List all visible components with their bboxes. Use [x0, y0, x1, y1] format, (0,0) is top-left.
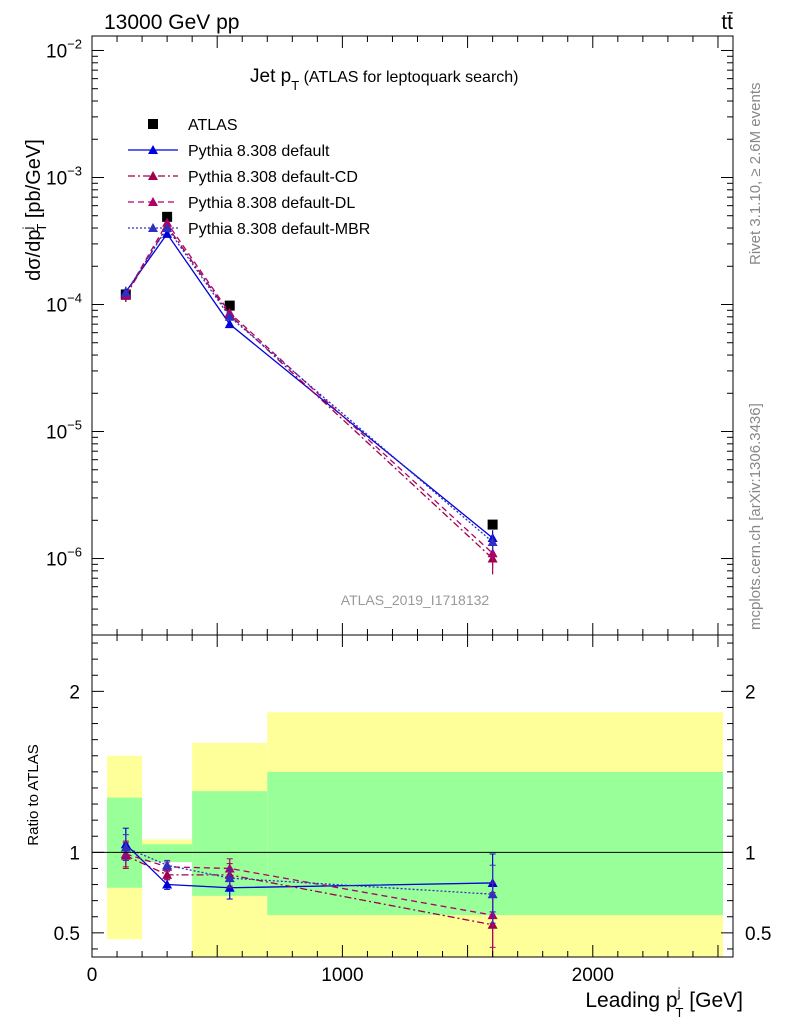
data-point-4	[224, 311, 235, 321]
data-point-0	[162, 211, 173, 222]
ratio-ytick-label-right: 2	[745, 682, 756, 703]
legend-marker-3	[148, 197, 158, 206]
data-point-3	[487, 548, 498, 558]
ratio-point-3	[487, 889, 498, 899]
ratio-point-0	[162, 879, 173, 889]
xtick-label: 1000	[321, 965, 363, 986]
ratio-point-3	[120, 842, 131, 852]
axis-ticks: 10−6 10−5 10−4 10−3 10−2 0 1000 2000 0.5 0.5 1 1 2 2	[46, 36, 771, 986]
data-point-0	[487, 519, 498, 530]
green-band-1	[142, 844, 193, 863]
rivet-label: Rivet 3.1.10, ≥ 2.6M events	[747, 83, 764, 266]
xlabel: Leading pj T [GeV]	[585, 985, 743, 1020]
main-series-group	[120, 211, 498, 575]
main-ytick-label: 10−5	[46, 418, 82, 444]
xtick-label: 0	[87, 965, 98, 986]
ratio-ytick-label: 1	[69, 843, 80, 864]
series-line-3	[125, 221, 494, 554]
series-line-1	[125, 232, 494, 539]
main-ytick-label: 10−2	[46, 36, 82, 62]
data-point-4	[162, 223, 173, 233]
main-ytick-label: 10−4	[46, 291, 82, 317]
main-ytick-label: 10−3	[46, 163, 82, 189]
legend-marker-4	[148, 223, 158, 232]
legend-label-3: Pythia 8.308 default-DL	[188, 195, 355, 212]
main-ytick-label: 10−6	[46, 545, 82, 571]
data-point-0	[224, 300, 235, 311]
ratio-line-2	[125, 853, 493, 916]
ratio-ytick-label-right: 1	[745, 843, 756, 864]
green-band-3	[267, 771, 723, 916]
legend-marker-1	[148, 145, 158, 154]
legend-marker-2	[148, 171, 158, 180]
process-label: tt̄	[721, 11, 733, 34]
ratio-ytick-label: 2	[69, 682, 80, 703]
ratio-bands	[107, 712, 723, 957]
data-point-4	[120, 287, 131, 297]
data-point-3	[162, 217, 173, 227]
data-point-1	[162, 228, 173, 238]
legend-label-0: ATLAS	[188, 117, 238, 134]
data-point-1	[224, 319, 235, 329]
ratio-ytick-label-right: 0.5	[745, 924, 771, 945]
series-line-2	[125, 224, 494, 560]
xtick-label: 2000	[572, 965, 614, 986]
main-title: Jet pT (ATLAS for leptoquark search)	[250, 66, 519, 93]
legend: ATLAS Pythia 8.308 default Pythia 8.308 de…	[128, 117, 370, 238]
main-ylabel: dσ/dpjT [pb/GeV]	[20, 139, 49, 281]
ratio-ytick-label: 0.5	[54, 924, 80, 945]
ratio-line-3	[125, 846, 493, 895]
ratio-point-3	[162, 860, 173, 870]
series-line-4	[125, 226, 494, 543]
legend-label-1: Pythia 8.308 default	[188, 143, 330, 160]
mcplots-label: mcplots.cern.ch [arXiv:1306.3436]	[747, 403, 764, 630]
analysis-label: ATLAS_2019_I1718132	[341, 592, 490, 608]
ratio-line-0	[125, 843, 493, 889]
ratio-ylabel: Ratio to ATLAS	[25, 744, 42, 845]
ratio-point-3	[224, 873, 235, 883]
data-point-4	[487, 536, 498, 546]
ratio-point-1	[162, 869, 173, 879]
legend-label-4: Pythia 8.308 default-MBR	[188, 221, 370, 238]
legend-marker-0	[148, 119, 158, 129]
energy-label: 13000 GeV pp	[104, 11, 239, 34]
ratio-panel-frame	[91, 634, 734, 958]
ratio-line-1	[125, 854, 493, 926]
ratio-series-group	[120, 827, 498, 958]
legend-label-2: Pythia 8.308 default-CD	[188, 169, 358, 186]
